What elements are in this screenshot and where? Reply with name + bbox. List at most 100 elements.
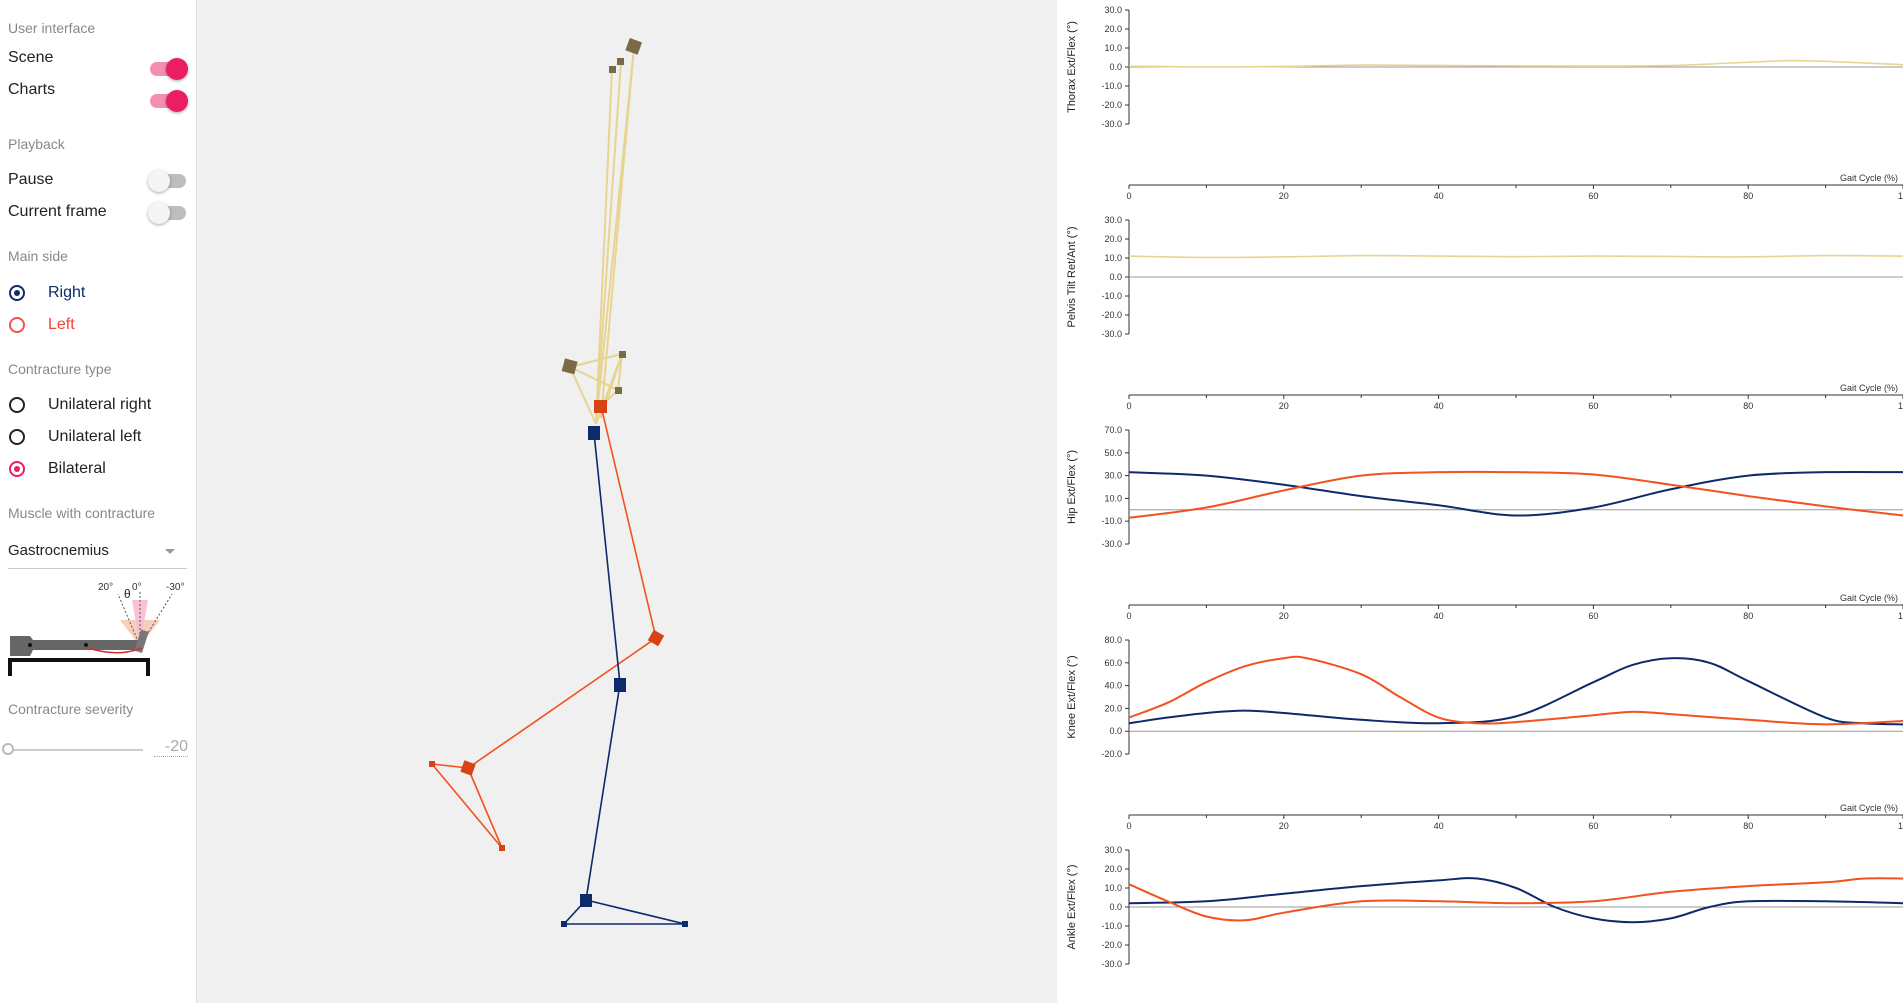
y-tick-label: 0.0 [1109,726,1122,736]
angle-neg30-label: -30° [166,582,184,593]
toggle-knob[interactable] [166,58,188,80]
left-heel-marker [499,845,505,851]
y-axis-label: Thorax Ext/Flex (°) [1066,21,1078,113]
angle-theta-wedge [132,600,148,646]
y-tick-label: -10.0 [1101,81,1122,91]
angle-guide-line [117,593,141,647]
severity-slider-track[interactable] [8,749,143,751]
right-toe-marker [682,921,688,927]
unilateral-right-label[interactable]: Unilateral right [48,396,152,413]
x-tick-label: 20 [1279,191,1289,201]
y-tick-label: -30.0 [1101,119,1122,129]
section-title-user-interface: User interface [8,20,96,36]
y-tick-label: 20.0 [1104,24,1122,34]
x-tick-label: 60 [1588,401,1598,411]
bed-frame [8,658,150,676]
section-title-severity: Contracture severity [8,701,134,717]
main-side-right-radio[interactable] [9,285,25,301]
x-tick-label: 0 [1126,191,1131,201]
y-tick-label: 10.0 [1104,43,1122,53]
severity-value: -20 [154,738,188,757]
right-hip-marker [588,426,600,440]
main-side-left-label[interactable]: Left [48,316,75,333]
x-tick-label: 10 [1898,611,1903,621]
muscle-curve [85,646,143,654]
x-axis-label: Gait Cycle (%) [1840,803,1898,813]
current-frame-toggle[interactable] [148,202,186,224]
section-title-playback: Playback [8,136,65,152]
x-tick-label: 80 [1743,821,1753,831]
x-tick-label: 40 [1434,191,1444,201]
right-knee-marker [614,678,626,692]
theta-label: θ [124,587,131,601]
y-tick-label: 50.0 [1104,448,1122,458]
x-tick-label: 0 [1126,401,1131,411]
y-tick-label: 30.0 [1104,215,1122,225]
x-tick-label: 0 [1126,821,1131,831]
y-tick-label: 10.0 [1104,493,1122,503]
series-line-right [1128,877,1903,924]
series-line-right [1128,470,1903,517]
y-tick-label: -20.0 [1101,100,1122,110]
y-tick-label: 20.0 [1104,703,1122,713]
left-hip-marker [594,400,607,413]
unilateral-left-label[interactable]: Unilateral left [48,428,142,445]
left-toe-marker [429,761,435,767]
head-shape [10,636,36,656]
series-line-left [1128,470,1903,519]
muscle-select[interactable]: Gastrocnemius [8,538,187,569]
thorax-marker [625,38,643,55]
hip-joint-dot [28,643,32,647]
y-tick-label: 10.0 [1104,883,1122,893]
left-knee-marker [647,629,665,647]
series-line-trunk [1128,59,1903,68]
series-line-trunk [1128,254,1903,259]
y-tick-label: 70.0 [1104,425,1122,435]
y-tick-label: 60.0 [1104,658,1122,668]
section-title-main-side: Main side [8,248,68,264]
series-line-right [1128,657,1903,726]
pause-label: Pause [8,171,54,188]
chevron-down-icon [165,549,175,554]
severity-slider-thumb[interactable] [2,743,14,755]
toggle-knob[interactable] [148,170,170,192]
x-tick-label: 80 [1743,191,1753,201]
y-tick-label: 80.0 [1104,635,1122,645]
x-tick-label: 40 [1434,611,1444,621]
y-tick-label: -10.0 [1101,291,1122,301]
main-side-right-label[interactable]: Right [48,284,86,301]
bilateral-label[interactable]: Bilateral [48,460,106,477]
y-tick-label: 40.0 [1104,681,1122,691]
right-ankle-marker [580,894,592,907]
thorax-marker [609,66,616,73]
charts-toggle[interactable] [150,90,188,112]
y-tick-label: -20.0 [1101,310,1122,320]
angle-0-label: 0° [132,582,142,593]
x-tick-label: 80 [1743,401,1753,411]
bilateral-radio[interactable] [9,461,25,477]
series-line-left [1128,655,1903,726]
y-tick-label: 0.0 [1109,272,1122,282]
trunk-segments [569,46,635,425]
pause-toggle[interactable] [148,170,186,192]
y-tick-label: 30.0 [1104,5,1122,15]
x-tick-label: 0 [1126,611,1131,621]
muscle-select-value: Gastrocnemius [8,542,109,559]
y-axis-label: Hip Ext/Flex (°) [1066,450,1078,524]
x-tick-label: 80 [1743,611,1753,621]
x-tick-label: 20 [1279,611,1289,621]
unilateral-right-radio[interactable] [9,397,25,413]
x-tick-label: 10 [1898,821,1903,831]
scene-toggle[interactable] [150,58,188,80]
toggle-knob[interactable] [148,202,170,224]
y-axis-label: Ankle Ext/Flex (°) [1066,864,1078,949]
y-tick-label: 30.0 [1104,471,1122,481]
contracture-diagram: 20° 0° -30° θ [8,582,184,676]
unilateral-left-radio[interactable] [9,429,25,445]
toggle-knob[interactable] [166,90,188,112]
foot-shape [134,629,149,653]
x-tick-label: 10 [1898,401,1903,411]
charts-label: Charts [8,81,56,98]
main-side-left-radio[interactable] [9,317,25,333]
scene-3d-view[interactable] [197,0,1057,1003]
